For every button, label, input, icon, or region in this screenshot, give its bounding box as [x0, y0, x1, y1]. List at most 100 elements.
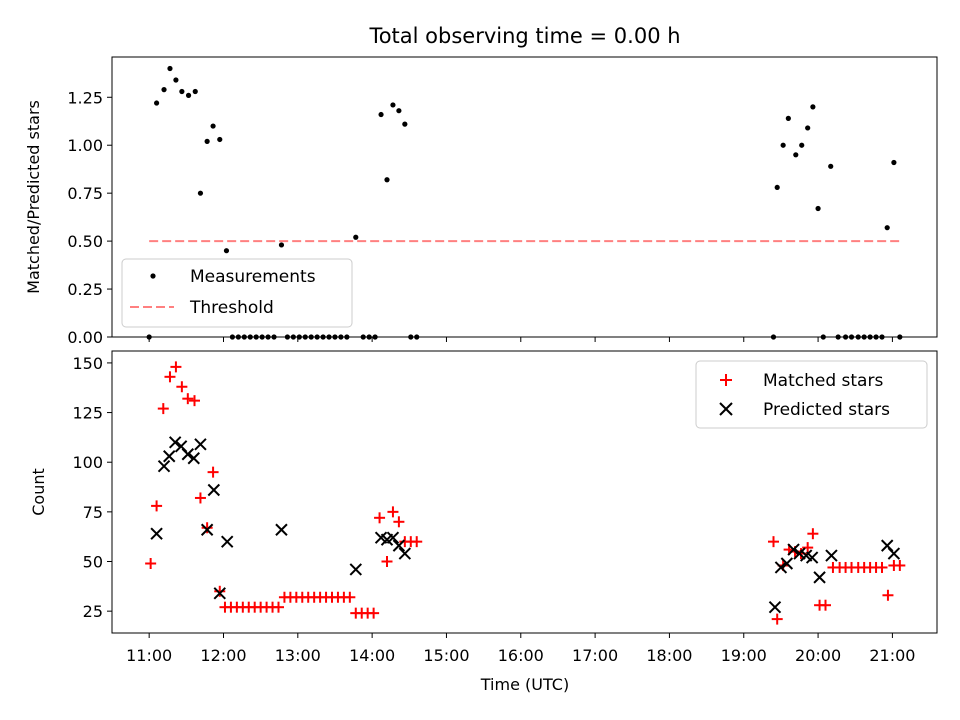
- measurement-point: [192, 88, 198, 95]
- measurement-point: [167, 65, 173, 72]
- y-tick-label: 0.25: [67, 280, 103, 299]
- y-tick-label: 150: [72, 354, 103, 373]
- measurement-point: [197, 190, 204, 196]
- measurement-point: [161, 87, 167, 93]
- x-tick-label: 16:00: [498, 646, 544, 665]
- x-tick-label: 15:00: [423, 646, 469, 665]
- predicted-star-point: [887, 547, 901, 560]
- count-legend: Matched stars Predicted stars: [695, 360, 928, 429]
- predicted-star-point: [150, 527, 163, 540]
- measurement-point: [402, 121, 408, 127]
- x-tick-label: 13:00: [275, 646, 321, 665]
- predicted-star-point: [386, 531, 400, 544]
- count-plot-frame: [111, 350, 938, 634]
- predicted-star-point: [805, 551, 819, 564]
- y-tick-label: 0.75: [67, 184, 103, 203]
- matched-star-point: [882, 589, 894, 601]
- measurement-point: [805, 125, 811, 131]
- measurement-point: [828, 163, 834, 169]
- matched-star-point: [189, 395, 200, 407]
- x-tick-label: 21:00: [869, 646, 915, 665]
- measurement-point: [785, 115, 791, 121]
- measurement-point: [884, 225, 890, 231]
- measurement-point: [390, 102, 396, 108]
- measurement-point: [179, 88, 185, 95]
- measurement-point: [217, 136, 223, 143]
- ratio-panel: 0.00 0.25 0.50 0.75 1.00 1.25 Matched/Predict…: [24, 56, 938, 347]
- predicted-star-point: [220, 535, 234, 548]
- matched-star-point: [802, 542, 814, 554]
- measurement-point: [799, 142, 805, 148]
- x-tick-label: 20:00: [795, 646, 841, 665]
- matched-star-point: [368, 607, 380, 619]
- measurement-point: [815, 205, 821, 212]
- y-tick-label: 50: [83, 553, 103, 572]
- measurement-point: [223, 248, 230, 254]
- matched-star-point: [767, 536, 779, 548]
- y-tick-label: 1.00: [67, 136, 103, 155]
- predicted-star-point: [200, 523, 214, 536]
- legend-threshold-label: Threshold: [189, 298, 274, 318]
- matched-star-point: [214, 585, 226, 597]
- ratio-y-axis-label: Matched/Predicted stars: [24, 100, 43, 294]
- ratio-legend-box: [121, 258, 353, 328]
- matched-star-point: [393, 516, 405, 528]
- matched-star-point: [381, 556, 393, 568]
- matched-star-point: [344, 591, 356, 603]
- predicted-star-point: [813, 571, 826, 584]
- matched-star-point: [374, 512, 386, 524]
- figure-title: Total observing time = 0.00 h: [368, 24, 680, 48]
- predicted-star-point: [187, 452, 200, 465]
- legend-predicted-marker: [719, 402, 733, 416]
- matched-star-point: [894, 559, 906, 571]
- matched-star-point: [820, 599, 832, 611]
- measurement-point: [210, 123, 216, 129]
- y-tick-label: 100: [72, 453, 103, 472]
- count-y-axis: 25 50 75 100 125 150: [72, 354, 112, 621]
- x-tick-label: 11:00: [126, 646, 172, 665]
- x-tick-label: 19:00: [721, 646, 767, 665]
- matched-star-point: [387, 506, 399, 518]
- predicted-star-point: [194, 438, 207, 451]
- matched-star-point: [157, 403, 169, 415]
- ratio-plot-frame: [111, 56, 938, 338]
- predicted-star-point: [825, 549, 838, 562]
- predicted-star-point: [168, 436, 182, 449]
- y-tick-label: 125: [72, 404, 103, 423]
- matched-star-point: [272, 601, 284, 613]
- matched-star-point: [207, 466, 219, 478]
- count-panel: 11:00 12:00 13:00 14:00 15:00 16:00 17:00 18:00…: [29, 350, 938, 694]
- legend-matched-label: Matched stars: [763, 371, 883, 391]
- measurement-point: [396, 108, 402, 114]
- count-x-axis-label: Time (UTC): [480, 675, 569, 694]
- matched-star-point: [176, 381, 188, 393]
- measurement-point: [185, 92, 192, 98]
- ratio-x-axis: [148, 337, 893, 342]
- legend-measurements-label: Measurements: [190, 267, 316, 287]
- matched-star-point: [411, 536, 423, 548]
- matched-star-point: [145, 557, 157, 569]
- measurement-point: [204, 138, 210, 144]
- y-tick-label: 0.00: [67, 328, 103, 347]
- predicted-star-point: [349, 563, 362, 576]
- x-tick-label: 18:00: [646, 646, 692, 665]
- matched-star-point: [194, 492, 206, 504]
- ratio-legend: Measurements Threshold: [121, 258, 353, 328]
- matched-star-point: [182, 393, 194, 405]
- predicted-star-point: [768, 600, 782, 614]
- predicted-star-point: [774, 561, 788, 574]
- measurement-point: [774, 184, 780, 191]
- matched-star-point: [807, 528, 819, 540]
- measurement-point: [153, 100, 160, 106]
- matched-star-point: [164, 371, 176, 383]
- predicted-star-point: [780, 557, 794, 570]
- y-tick-label: 25: [83, 602, 103, 621]
- x-tick-label: 17:00: [572, 646, 618, 665]
- predicted-star-point: [787, 543, 800, 556]
- matched-star-point: [170, 361, 182, 373]
- ratio-y-axis: 0.00 0.25 0.50 0.75 1.00 1.25: [67, 88, 112, 347]
- predicted-star-point: [163, 450, 176, 463]
- predicted-star-point: [398, 547, 412, 560]
